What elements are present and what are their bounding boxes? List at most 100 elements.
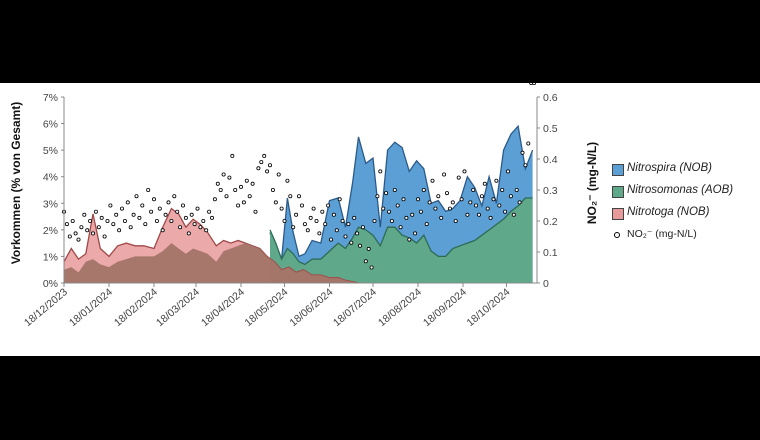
legend-item-nitrosomonas: Nitrosomonas (AOB) — [610, 183, 755, 201]
no2-point — [192, 222, 197, 227]
no2-point — [436, 194, 441, 199]
no2-point — [494, 178, 499, 183]
y-tick-label-left: 1% — [43, 251, 58, 263]
no2-point — [462, 169, 467, 174]
no2-point — [238, 184, 243, 189]
no2-point — [415, 197, 420, 202]
x-tick-label: 18/09/2024 — [421, 286, 469, 329]
no2-point — [160, 228, 165, 233]
no2-point — [270, 188, 275, 193]
legend-item-nitrite: NO₂⁻ (mg-N/L) — [610, 227, 755, 245]
no2-point — [529, 83, 534, 85]
no2-point — [340, 218, 345, 223]
no2-point — [169, 218, 174, 223]
no2-point — [146, 188, 151, 193]
y-tick-label-right: 0.5 — [543, 123, 558, 135]
no2-point — [82, 212, 87, 217]
no2-point — [73, 231, 78, 236]
no2-point — [363, 259, 368, 264]
no2-point — [85, 228, 90, 233]
no2-point — [276, 172, 281, 177]
no2-point — [465, 212, 470, 217]
legend-item-nitrotoga: Nitrotoga (NOB) — [610, 205, 755, 223]
no2-point — [343, 234, 348, 239]
no2-point — [398, 225, 403, 230]
legend-item-nitrospira: Nitrospira (NOB) — [610, 161, 755, 179]
no2-point — [511, 212, 516, 217]
no2-point — [514, 188, 519, 193]
no2-point — [369, 265, 374, 270]
y-tick-label-right: 0.6 — [543, 92, 558, 104]
line-nitrotoga-nob — [63, 207, 359, 284]
no2-point — [175, 209, 180, 214]
legend-label-nitrosomonas: Nitrosomonas (AOB) — [627, 184, 734, 196]
y-tick-label-left: 6% — [43, 119, 58, 131]
no2-point — [517, 200, 522, 205]
no2-point — [430, 178, 435, 183]
area-overlap-aob-nitrotoga — [64, 243, 359, 283]
y-tick-label-left: 4% — [43, 172, 58, 184]
no2-point — [523, 163, 528, 168]
no2-point — [140, 203, 145, 208]
no2-point — [413, 231, 418, 236]
no2-point — [291, 225, 296, 230]
no2-point — [360, 225, 365, 230]
no2-point — [520, 150, 525, 155]
no2-point — [108, 203, 113, 208]
no2-point — [381, 206, 386, 211]
no2-point — [384, 191, 389, 196]
no2-point — [189, 212, 194, 217]
no2-point — [444, 191, 449, 196]
legend-label-nitrotoga: Nitrotoga (NOB) — [627, 206, 710, 218]
no2-point — [497, 203, 502, 208]
no2-point — [273, 200, 278, 205]
no2-point — [212, 197, 217, 202]
no2-point — [64, 222, 69, 227]
no2-point — [247, 194, 252, 199]
no2-point — [262, 153, 267, 158]
no2-point — [93, 209, 98, 214]
no2-point — [395, 203, 400, 208]
no2-point — [294, 212, 299, 217]
no2-point — [323, 222, 328, 227]
no2-point — [120, 206, 125, 211]
no2-point — [201, 218, 206, 223]
no2-point — [122, 218, 127, 223]
no2-point — [88, 218, 93, 223]
no2-point — [427, 200, 432, 205]
x-tick-label: 18/02/2024 — [112, 286, 160, 329]
x-tick-label: 18/05/2024 — [242, 286, 290, 329]
no2-point — [453, 218, 458, 223]
no2-point — [99, 215, 104, 220]
no2-point — [334, 228, 339, 233]
no2-point — [317, 231, 322, 236]
no2-point — [230, 153, 235, 158]
no2-point — [468, 200, 473, 205]
no2-point — [308, 215, 313, 220]
y-tick-label-right: 0.4 — [543, 154, 558, 166]
no2-point — [114, 212, 119, 217]
x-tick-label: 18/10/2024 — [464, 286, 512, 329]
no2-point — [166, 200, 171, 205]
no2-point — [279, 206, 284, 211]
no2-point — [285, 178, 290, 183]
no2-point — [433, 206, 438, 211]
no2-point — [221, 172, 226, 177]
no2-point — [500, 188, 505, 193]
no2-point — [439, 215, 444, 220]
no2-point — [488, 215, 493, 220]
no2-point — [378, 169, 383, 174]
no2-point — [485, 206, 490, 211]
no2-point — [186, 231, 191, 236]
y-tick-label-left: 3% — [43, 198, 58, 210]
line-nitrosomonas-aob — [269, 197, 533, 266]
no2-point — [328, 237, 333, 242]
no2-point — [236, 203, 241, 208]
no2-point — [244, 178, 249, 183]
no2-point — [253, 209, 258, 214]
x-tick-label: 18/03/2024 — [154, 286, 202, 329]
no2-point — [209, 215, 214, 220]
y-tick-label-right: 0.1 — [543, 247, 558, 259]
chart-svg: 0% 1% 2% 3% 4% 5% 6% 7% 0 0.1 0.2 0.3 0.4 0.5 0.6 18/12… — [9, 83, 599, 329]
no2-point — [180, 203, 185, 208]
